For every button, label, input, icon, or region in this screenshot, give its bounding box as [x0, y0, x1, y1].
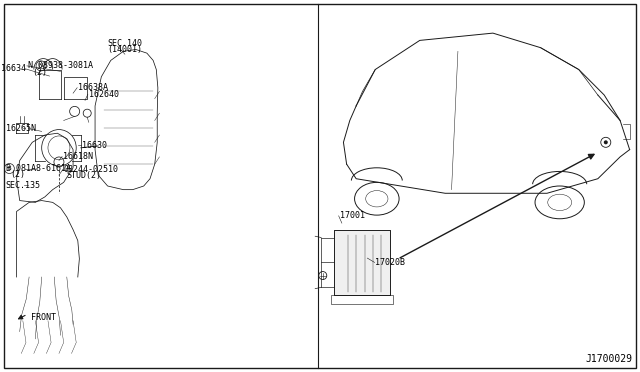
Text: SEC.140: SEC.140	[108, 39, 143, 48]
Text: SEC.135: SEC.135	[6, 181, 40, 190]
Text: 16265N: 16265N	[6, 124, 36, 133]
Text: N: N	[39, 63, 43, 68]
Text: 17001: 17001	[340, 211, 365, 220]
Text: STUD(2): STUD(2)	[67, 171, 102, 180]
Bar	[334, 230, 390, 295]
Text: 162640: 162640	[89, 90, 119, 99]
Text: 16630: 16630	[82, 141, 107, 150]
Text: (2): (2)	[10, 170, 26, 179]
Text: FRONT: FRONT	[31, 312, 56, 321]
Text: 17020B: 17020B	[375, 258, 405, 267]
Text: N 08938-3081A: N 08938-3081A	[28, 61, 93, 70]
Text: (14001): (14001)	[108, 45, 143, 54]
Text: B 081A8-6161A: B 081A8-6161A	[6, 164, 70, 173]
Bar	[334, 230, 390, 295]
Text: 08244-02510: 08244-02510	[63, 165, 118, 174]
Circle shape	[604, 140, 608, 144]
Text: (2): (2)	[32, 68, 47, 77]
Text: 16618N: 16618N	[63, 152, 93, 161]
Text: 16638A: 16638A	[78, 83, 108, 92]
Text: 16634: 16634	[1, 64, 26, 73]
Bar	[331, 295, 392, 304]
Text: B: B	[8, 166, 11, 171]
Text: J1700029: J1700029	[585, 354, 632, 364]
